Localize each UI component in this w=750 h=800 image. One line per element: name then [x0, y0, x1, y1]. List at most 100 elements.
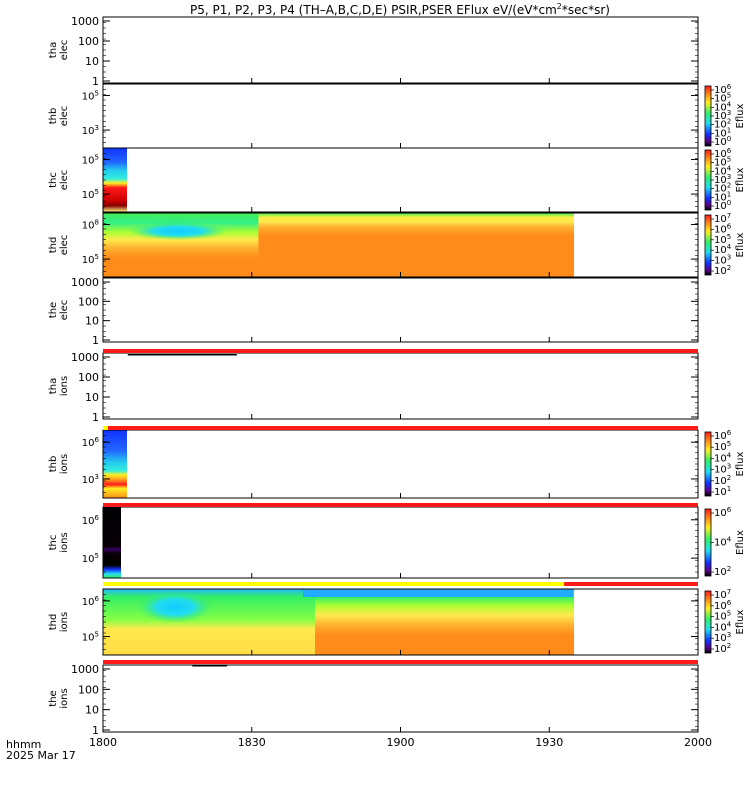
thd-ions-spectrogram — [103, 589, 575, 655]
tha-ions-status-segment — [107, 426, 699, 430]
title-superscript: 2 — [556, 2, 562, 11]
status-bars — [103, 349, 699, 667]
thb-elec-colorbar-tick-label: 105 — [714, 92, 731, 105]
thc-ions-colorbar-tick-label: 104 — [714, 536, 732, 549]
the-elec-frame — [102, 277, 699, 343]
thc-elec-colorbar — [704, 149, 712, 211]
thc-elec-frame — [102, 147, 699, 213]
thb-ions-ytick-label: 103 — [82, 473, 99, 486]
tha-elec-ytick-label: 100 — [78, 35, 99, 48]
thc-ions-ylabel-species: ions — [59, 532, 70, 552]
thb-elec-colorbar-label: Eflux — [735, 103, 746, 128]
thb-elec-ytick-label: 105 — [82, 90, 99, 103]
thd-ions-colorbar-tick-label: 107 — [714, 588, 731, 601]
tha-ions-ytick-label: 100 — [78, 371, 99, 384]
title-end: *sec*sr) — [561, 3, 610, 17]
the-elec-ytick-label: 1 — [92, 334, 99, 347]
xtick-label-1930: 1930 — [535, 736, 563, 749]
thd-elec-ylabel-probe: thd — [48, 237, 59, 254]
thb-ions-colorbar-tick-label: 105 — [714, 440, 731, 453]
thc-elec-ytick-label: 105 — [82, 154, 99, 167]
thd-elec-colorbar-tick-label: 103 — [714, 254, 731, 267]
thb-ions-ylabel-species: ions — [59, 454, 70, 474]
the-elec-status-bar — [103, 349, 698, 356]
thb-ions-ytick-label: 106 — [82, 436, 100, 449]
thd-elec-colorbar — [704, 214, 712, 276]
thd-ions-colorbar-tick-label: 103 — [714, 631, 731, 644]
thb-elec-colorbar-tick-label: 104 — [714, 100, 732, 113]
thd-ions-colorbar-tick-label: 105 — [714, 610, 731, 623]
thc-elec-ytick-label: 105 — [82, 188, 99, 201]
thc-elec-spectrogram — [103, 148, 127, 212]
thc-elec-colorbar-label: Eflux — [735, 167, 746, 192]
spectrogram-layer — [103, 148, 575, 655]
thd-ions-ylabel-probe: thd — [48, 614, 59, 631]
plot-title: P5, P1, P2, P3, P4 (TH–A,B,C,D,E) PSIR,P… — [100, 2, 700, 17]
tha-elec-ytick-label: 1 — [92, 75, 99, 88]
thd-elec-ytick-label: 105 — [82, 253, 99, 266]
thd-ions-ylabel-species: ions — [59, 612, 70, 632]
the-elec-status-mark — [127, 354, 237, 356]
tha-ions-ytick-label: 1000 — [71, 351, 99, 364]
thb-ions-colorbar — [704, 431, 712, 497]
thc-ions-ylabel-probe: thc — [48, 535, 59, 551]
thd-elec-colorbar-label: Eflux — [735, 232, 746, 257]
thb-ions-ylabel-probe: thb — [48, 456, 59, 473]
the-elec-ylabel-species: elec — [59, 300, 70, 321]
thd-elec-low-flux-feature — [128, 222, 228, 240]
thb-ions-status-bar — [103, 503, 698, 507]
tha-ions-status-bar — [103, 426, 699, 430]
thb-elec-ytick-label: 103 — [82, 124, 99, 137]
the-ions-ytick-label: 1000 — [71, 663, 99, 676]
thd-ions-low-flux-feature — [137, 591, 213, 623]
the-elec-ytick-label: 1000 — [71, 276, 99, 289]
thc-elec-colorbar-tick-label: 103 — [714, 173, 731, 186]
thc-ions-ytick-label: 105 — [82, 552, 99, 565]
thd-ions-colorbar-tick-label: 106 — [714, 599, 732, 612]
thc-ions-status-segment — [564, 582, 698, 586]
thb-ions-spectrogram-block — [103, 430, 127, 498]
xtick-label-1800: 1800 — [89, 736, 117, 749]
tha-elec-ylabel-probe: tha — [48, 42, 59, 58]
thc-elec-ylabel-probe: thc — [48, 172, 59, 188]
thc-ions-frame — [102, 506, 699, 579]
the-ions-ylabel-probe: the — [48, 690, 59, 706]
thd-elec-ylabel-species: elec — [59, 235, 70, 256]
thb-elec-colorbar — [704, 85, 712, 147]
tha-ions-frame — [102, 352, 699, 420]
tha-elec-ytick-label: 10 — [85, 55, 99, 68]
xtick-label-2000: 2000 — [684, 736, 712, 749]
thd-ions-colorbar-tick-label: 104 — [714, 620, 732, 633]
tha-ions-status-segment — [103, 426, 108, 430]
thd-elec-spectrogram — [103, 213, 575, 277]
thd-ions-colorbar-label: Eflux — [735, 609, 746, 634]
thd-elec-colorbar-tick-label: 106 — [714, 222, 732, 235]
thd-elec-colorbar-tick-label: 107 — [714, 212, 731, 225]
thb-elec-colorbar-tick-label: 101 — [714, 126, 731, 139]
thc-elec-colorbar-tick-label: 101 — [714, 190, 731, 203]
tha-elec-ylabel-species: elec — [59, 40, 70, 61]
the-elec-status-segment — [103, 349, 698, 353]
the-ions-ytick-label: 10 — [85, 704, 99, 717]
thc-elec-spectrogram-block — [103, 148, 127, 212]
thc-ions-status-bar — [103, 582, 698, 586]
thd-ions-colorbar-tick-label: 102 — [714, 642, 731, 655]
thc-ions-colorbar-label: Eflux — [735, 530, 746, 555]
tha-ions-ytick-label: 10 — [85, 391, 99, 404]
the-ions-ytick-label: 100 — [78, 683, 99, 696]
thc-ions-colorbar-tick-label: 102 — [714, 565, 731, 578]
title-main: P5, P1, P2, P3, P4 (TH–A,B,C,D,E) PSIR,P… — [190, 3, 557, 17]
the-ions-ylabel-species: ions — [59, 688, 70, 708]
thd-ions-ytick-label: 106 — [82, 595, 100, 608]
thb-ions-colorbar-tick-label: 104 — [714, 451, 732, 464]
tha-ions-ylabel-probe: tha — [48, 378, 59, 394]
thc-ions-spectrogram — [103, 507, 121, 578]
the-elec-ytick-label: 100 — [78, 295, 99, 308]
xtick-label-1900: 1900 — [387, 736, 415, 749]
tha-elec-frame — [102, 16, 699, 84]
thd-ions-top-band — [303, 589, 573, 597]
thb-ions-colorbar-tick-label: 106 — [714, 429, 732, 442]
thb-ions-colorbar-tick-label: 101 — [714, 485, 731, 498]
